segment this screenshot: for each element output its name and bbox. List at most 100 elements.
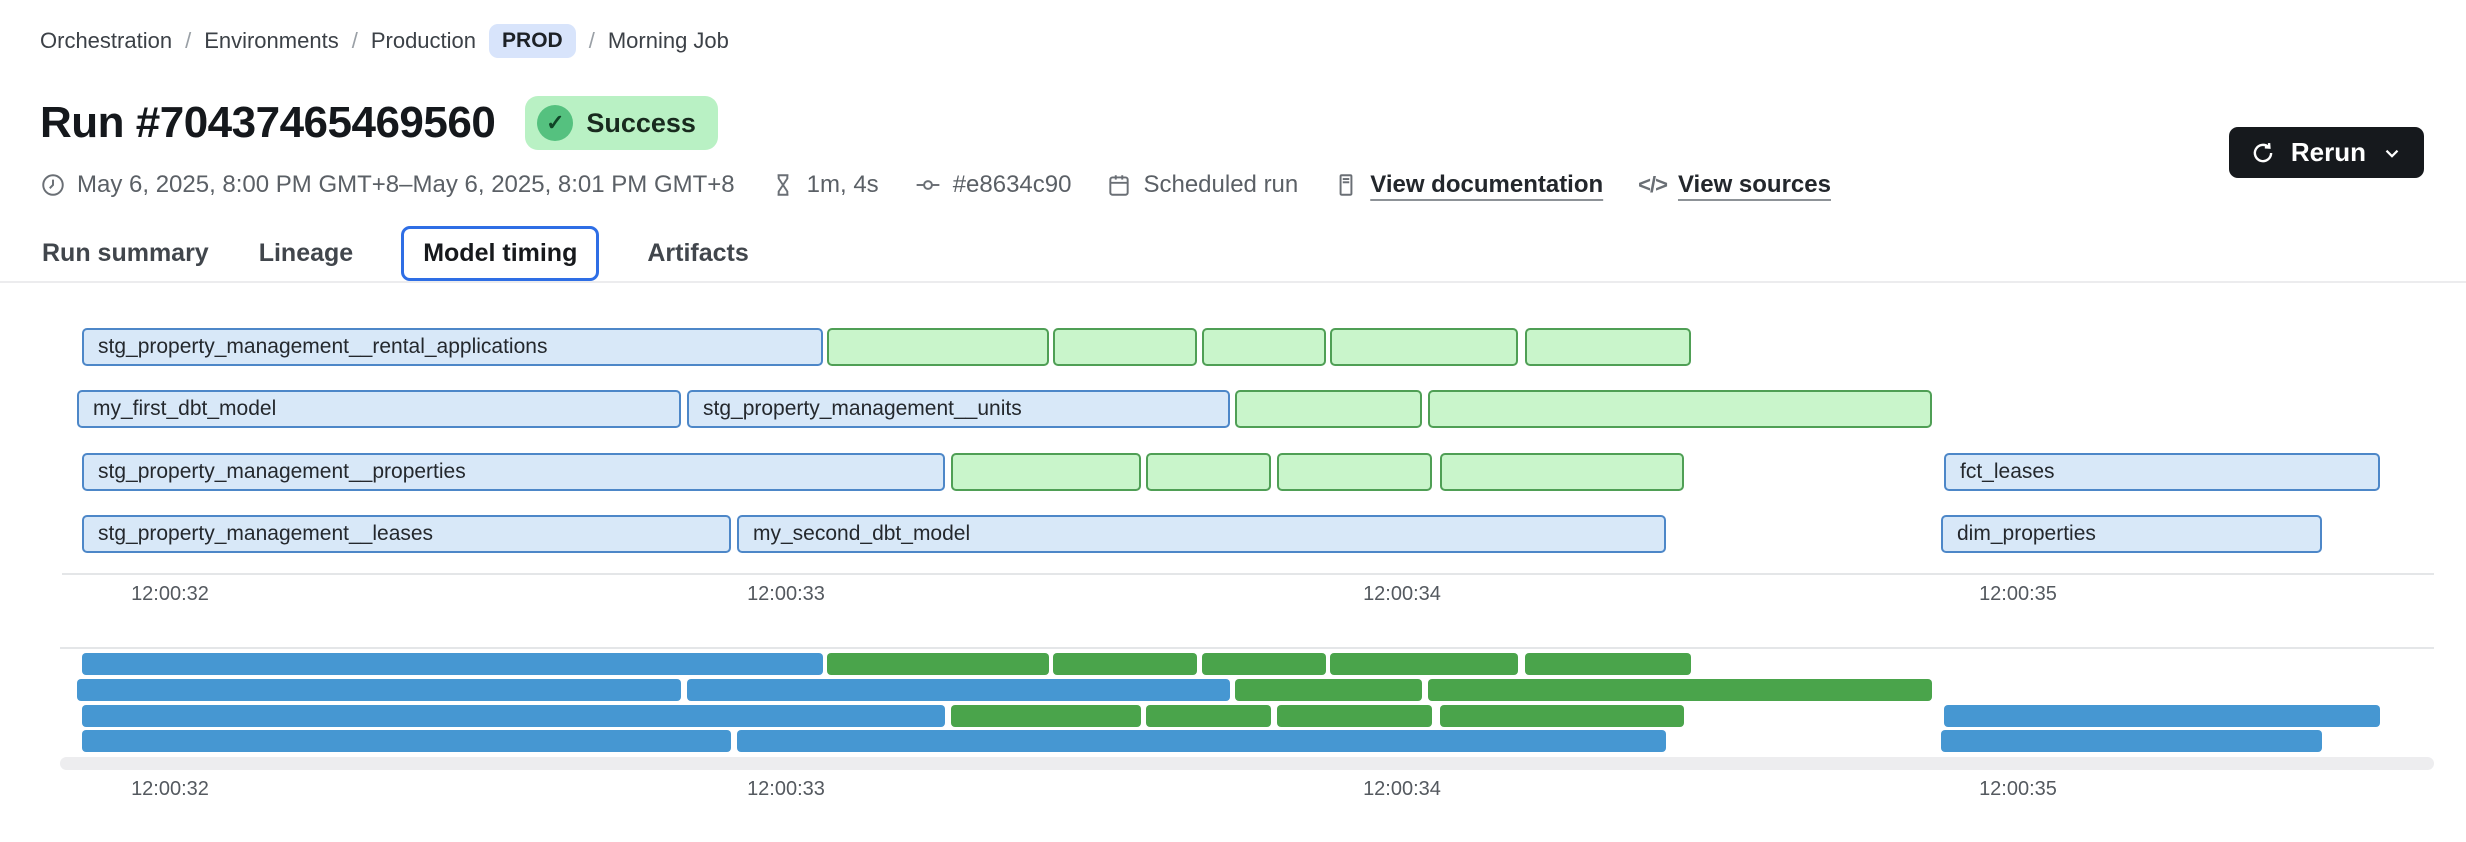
minimap-bar[interactable]: [82, 730, 731, 752]
success-check-icon: ✓: [537, 105, 574, 141]
chevron-down-icon: [2385, 149, 2399, 158]
gantt-bar-my_first_dbt_model[interactable]: my_first_dbt_model: [77, 390, 681, 428]
gantt-bar-label: stg_property_management__properties: [98, 460, 466, 483]
breadcrumb-separator: /: [351, 28, 358, 53]
page-title: Run #70437465469560: [40, 98, 496, 147]
commit-icon: [916, 180, 940, 190]
refresh-icon: [2253, 142, 2273, 162]
time-axis-label: 12:00:32: [131, 583, 209, 605]
gantt-bar[interactable]: [1202, 328, 1326, 366]
tab-run-summary[interactable]: Run summary: [42, 239, 209, 267]
gantt-bar[interactable]: [1053, 328, 1197, 366]
time-axis-label: 12:00:33: [747, 583, 825, 605]
run-date-range: May 6, 2025, 8:00 PM GMT+8–May 6, 2025, …: [77, 171, 735, 198]
breadcrumb-orchestration[interactable]: Orchestration: [40, 28, 173, 53]
minimap-bar[interactable]: [737, 730, 1666, 752]
minimap-bar[interactable]: [1428, 679, 1932, 701]
minimap-bar[interactable]: [82, 705, 945, 727]
breadcrumb-morning-job[interactable]: Morning Job: [607, 28, 729, 53]
time-axis-label: 12:00:34: [1363, 583, 1441, 605]
calendar-icon: [1109, 175, 1130, 196]
minimap-bar[interactable]: [1277, 705, 1432, 727]
minimap-bar[interactable]: [951, 705, 1141, 727]
minimap-top-border: [60, 647, 2434, 649]
gantt-bar-dim_properties[interactable]: dim_properties: [1941, 515, 2322, 553]
minimap-bar[interactable]: [1440, 705, 1684, 727]
time-axis-label: 12:00:35: [1979, 583, 2057, 605]
hourglass-icon: [777, 174, 789, 196]
view-documentation-link[interactable]: View documentation: [1370, 171, 1604, 198]
gantt-bar-label: dim_properties: [1957, 522, 2096, 545]
code-icon: </>: [1638, 172, 1668, 197]
gantt-bar[interactable]: [1525, 328, 1691, 366]
gantt-bar-label: stg_property_management__leases: [98, 522, 434, 545]
rerun-label: Rerun: [2290, 137, 2366, 167]
status-label: Success: [586, 107, 696, 138]
minimap-bar[interactable]: [77, 679, 681, 701]
minimap-bar[interactable]: [1944, 705, 2380, 727]
document-icon: [1339, 174, 1353, 196]
breadcrumb-environments[interactable]: Environments: [204, 28, 339, 53]
gantt-bar[interactable]: [1428, 390, 1932, 428]
run-metadata: May 6, 2025, 8:00 PM GMT+8–May 6, 2025, …: [40, 171, 1831, 199]
chart-axis-line: [62, 573, 2434, 575]
gantt-bar-label: my_first_dbt_model: [93, 397, 277, 420]
commit-hash: #e8634c90: [952, 171, 1072, 198]
minimap-bar[interactable]: [1330, 653, 1518, 675]
minimap-bar[interactable]: [1235, 679, 1422, 701]
title-row: Run #70437465469560 ✓ Success: [40, 96, 718, 150]
horizontal-scrollbar[interactable]: [60, 757, 2434, 770]
gantt-bar-label: stg_property_management__rental_applicat…: [98, 335, 548, 358]
gantt-bar-stg_property_management__leases[interactable]: stg_property_management__leases: [82, 515, 731, 553]
breadcrumb: Orchestration / Environments / Productio…: [40, 24, 729, 58]
gantt-bar[interactable]: [1146, 453, 1271, 491]
gantt-bar-label: fct_leases: [1960, 460, 2055, 483]
tab-bar: Run summary Lineage Model timing Artifac…: [40, 226, 751, 281]
minimap-bar[interactable]: [1525, 653, 1691, 675]
minimap-bar[interactable]: [827, 653, 1049, 675]
gantt-bar[interactable]: [1440, 453, 1684, 491]
time-axis-label: 12:00:34: [1363, 778, 1441, 800]
run-trigger-label: Scheduled run: [1143, 171, 1299, 198]
time-axis-label: 12:00:33: [747, 778, 825, 800]
breadcrumb-separator: /: [588, 28, 595, 53]
time-axis-label: 12:00:35: [1979, 778, 2057, 800]
gantt-bar-label: stg_property_management__units: [703, 397, 1022, 420]
gantt-bar[interactable]: [827, 328, 1049, 366]
run-duration-value: 1m, 4s: [806, 171, 879, 198]
gantt-bar[interactable]: [1235, 390, 1422, 428]
gantt-bar-label: my_second_dbt_model: [753, 522, 971, 545]
breadcrumb-production[interactable]: Production: [370, 28, 477, 53]
run-duration: 1m, 4s: [770, 171, 879, 199]
status-badge: ✓ Success: [525, 96, 718, 150]
gantt-bar-stg_property_management__properties[interactable]: stg_property_management__properties: [82, 453, 945, 491]
view-sources: </> View sources: [1638, 171, 1831, 199]
tab-lineage[interactable]: Lineage: [258, 239, 354, 267]
gantt-bar[interactable]: [1277, 453, 1432, 491]
commit-ref: #e8634c90: [914, 171, 1072, 199]
gantt-bar[interactable]: [951, 453, 1141, 491]
minimap-bar[interactable]: [687, 679, 1230, 701]
gantt-bar-stg_property_management__units[interactable]: stg_property_management__units: [687, 390, 1230, 428]
gantt-bar-fct_leases[interactable]: fct_leases: [1944, 453, 2380, 491]
tab-bar-divider: [0, 281, 2466, 283]
gantt-bar-stg_property_management__rental_applications[interactable]: stg_property_management__rental_applicat…: [82, 328, 823, 366]
tab-artifacts[interactable]: Artifacts: [647, 239, 749, 267]
tab-model-timing[interactable]: Model timing: [401, 226, 600, 281]
gantt-bar-my_second_dbt_model[interactable]: my_second_dbt_model: [737, 515, 1666, 553]
time-axis-label: 12:00:32: [131, 778, 209, 800]
minimap-bar[interactable]: [1202, 653, 1326, 675]
minimap-bar[interactable]: [1941, 730, 2322, 752]
view-sources-link[interactable]: View sources: [1677, 171, 1831, 198]
minimap-bar[interactable]: [1053, 653, 1197, 675]
view-documentation: View documentation: [1333, 171, 1603, 199]
run-trigger: Scheduled run: [1106, 171, 1298, 199]
minimap-bar[interactable]: [1146, 705, 1271, 727]
rerun-button[interactable]: Rerun: [2228, 127, 2424, 178]
gantt-bar[interactable]: [1330, 328, 1518, 366]
run-times: May 6, 2025, 8:00 PM GMT+8–May 6, 2025, …: [40, 171, 735, 199]
breadcrumb-separator: /: [185, 28, 192, 53]
minimap-bar[interactable]: [82, 653, 823, 675]
clock-icon: [42, 174, 64, 196]
